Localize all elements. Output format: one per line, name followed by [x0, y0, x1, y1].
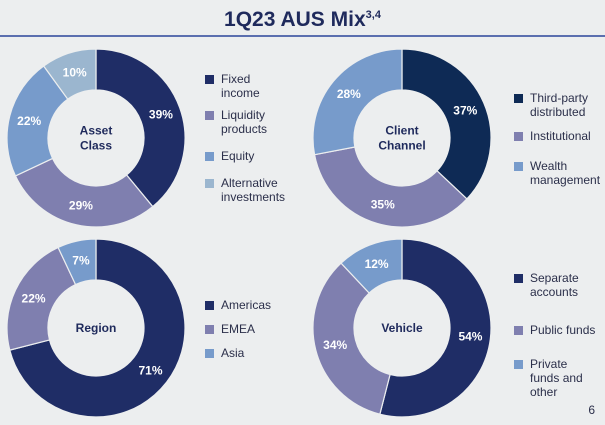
vehicle-legend-label: Public funds: [530, 323, 595, 337]
region-legend-item: Asia: [205, 346, 244, 360]
asset-class-slice-label-3: 10%: [63, 65, 87, 79]
region-slice-label-1: 22%: [22, 292, 46, 306]
region-legend-label: Asia: [221, 346, 244, 360]
client-channel-legend-label: Institutional: [530, 129, 591, 143]
asset-class-center-title: Class: [80, 139, 112, 153]
asset-class-legend-swatch: [205, 152, 214, 161]
region-legend-item: EMEA: [205, 322, 255, 336]
client-channel-slice-2: [312, 48, 403, 156]
asset-class-legend-item: Fixed income: [205, 72, 260, 100]
asset-class-legend-label-line: Liquidity: [221, 108, 266, 122]
client-channel-legend-label-line: distributed: [530, 105, 586, 119]
vehicle-legend-label-line: funds and: [530, 371, 583, 385]
region-legend-label-line: Americas: [221, 298, 272, 312]
client-channel-slice-label-2: 28%: [337, 87, 361, 101]
client-channel-legend-swatch: [514, 94, 523, 103]
client-channel-legend-item: Wealth management: [514, 159, 600, 187]
region-slice-label-2: 7%: [72, 254, 90, 268]
region-center-title: Region: [76, 321, 117, 335]
vehicle-legend-item: Private funds and other: [514, 357, 583, 399]
vehicle-slice-0: [379, 238, 492, 418]
region-slice-label-0: 71%: [139, 363, 163, 377]
vehicle-legend-label-line: Separate: [530, 271, 579, 285]
donut-region: 71% 22% 7% Region: [6, 238, 186, 418]
asset-class-slice-label-2: 22%: [17, 114, 41, 128]
title-divider: [0, 35, 605, 37]
client-channel-slice-label-0: 37%: [453, 104, 477, 118]
page-number: 6: [588, 403, 595, 417]
asset-class-legend-swatch: [205, 111, 214, 120]
region-legend-swatch: [205, 349, 214, 358]
region-legend-swatch: [205, 325, 214, 334]
asset-class-legend-label: Liquidity products: [221, 108, 267, 136]
asset-class-legend-label-line: investments: [221, 190, 286, 204]
vehicle-legend-label-line: other: [530, 385, 558, 399]
region-legend-item: Americas: [205, 298, 271, 312]
asset-class-legend-label-line: income: [221, 86, 260, 100]
vehicle-slice-label-2: 12%: [365, 257, 389, 271]
vehicle-legend-swatch: [514, 360, 523, 369]
region-legend-label: Americas: [221, 298, 271, 312]
asset-class-center-title: Asset: [80, 124, 113, 138]
vehicle-legend-item: Separate accounts: [514, 271, 579, 299]
asset-class-legend-item: Liquidity products: [205, 108, 267, 136]
client-channel-legend-item: Institutional: [514, 129, 591, 143]
client-channel-center-title: Client: [385, 124, 418, 138]
client-channel-legend-label-line: Wealth: [530, 159, 568, 173]
client-channel-legend-label-line: Third-party: [530, 91, 589, 105]
vehicle-legend-label-line: Public funds: [530, 323, 596, 337]
asset-class-legend-label: Fixed income: [221, 72, 260, 100]
region-legend-label-line: EMEA: [221, 322, 256, 336]
vehicle-legend-label-line: accounts: [530, 285, 579, 299]
region-legend-label-line: Asia: [221, 346, 245, 360]
asset-class-legend-label: Alternative investments: [221, 176, 285, 204]
client-channel-legend-swatch: [514, 162, 523, 171]
title-footnote-ref: 3,4: [365, 9, 381, 21]
asset-class-legend-item: Alternative investments: [205, 176, 285, 204]
vehicle-legend-swatch: [514, 274, 523, 283]
donut-vehicle: 54% 34% 12% Vehicle: [312, 238, 492, 418]
client-channel-center-title: Channel: [378, 139, 425, 153]
vehicle-legend-swatch: [514, 326, 523, 335]
asset-class-legend-swatch: [205, 75, 214, 84]
region-legend-swatch: [205, 301, 214, 310]
vehicle-legend-label: Separate accounts: [530, 271, 579, 299]
client-channel-legend-label-line: management: [530, 173, 601, 187]
title-main: 1Q23 AUS Mix: [224, 8, 366, 31]
asset-class-slice-3: [42, 48, 97, 101]
vehicle-slice-2: [340, 238, 403, 294]
client-channel-legend-label: Third-party distributed: [530, 91, 588, 119]
region-slice-2: [57, 238, 97, 286]
region-legend-label: EMEA: [221, 322, 255, 336]
client-channel-slice-label-1: 35%: [371, 197, 395, 211]
asset-class-slice-label-0: 39%: [149, 108, 173, 122]
vehicle-legend-item: Public funds: [514, 323, 595, 337]
asset-class-slice-label-1: 29%: [69, 198, 93, 212]
asset-class-legend-label-line: Equity: [221, 149, 255, 163]
asset-class-legend-label-line: Fixed: [221, 72, 251, 86]
client-channel-legend-item: Third-party distributed: [514, 91, 588, 119]
asset-class-slice-1: [14, 157, 154, 228]
asset-class-legend-label-line: Alternative: [221, 176, 278, 190]
vehicle-slice-label-1: 34%: [323, 338, 347, 352]
asset-class-legend-label-line: products: [221, 122, 268, 136]
vehicle-legend-label-line: Private: [530, 357, 568, 371]
page-title: 1Q23 AUS Mix3,4: [0, 8, 605, 32]
client-channel-legend-swatch: [514, 132, 523, 141]
client-channel-slice-1: [313, 146, 468, 228]
client-channel-slice-0: [401, 48, 492, 200]
asset-class-slice-0: [95, 48, 186, 208]
client-channel-legend-label: Wealth management: [530, 159, 600, 187]
asset-class-legend-item: Equity: [205, 149, 254, 163]
vehicle-center-title: Vehicle: [381, 321, 423, 335]
vehicle-slice-label-0: 54%: [458, 330, 482, 344]
client-channel-legend-label-line: Institutional: [530, 129, 591, 143]
region-slice-0: [9, 238, 186, 418]
vehicle-legend-label: Private funds and other: [530, 357, 583, 399]
asset-class-legend-swatch: [205, 179, 214, 188]
vehicle-slice-1: [312, 262, 391, 415]
asset-class-legend-label: Equity: [221, 149, 254, 163]
